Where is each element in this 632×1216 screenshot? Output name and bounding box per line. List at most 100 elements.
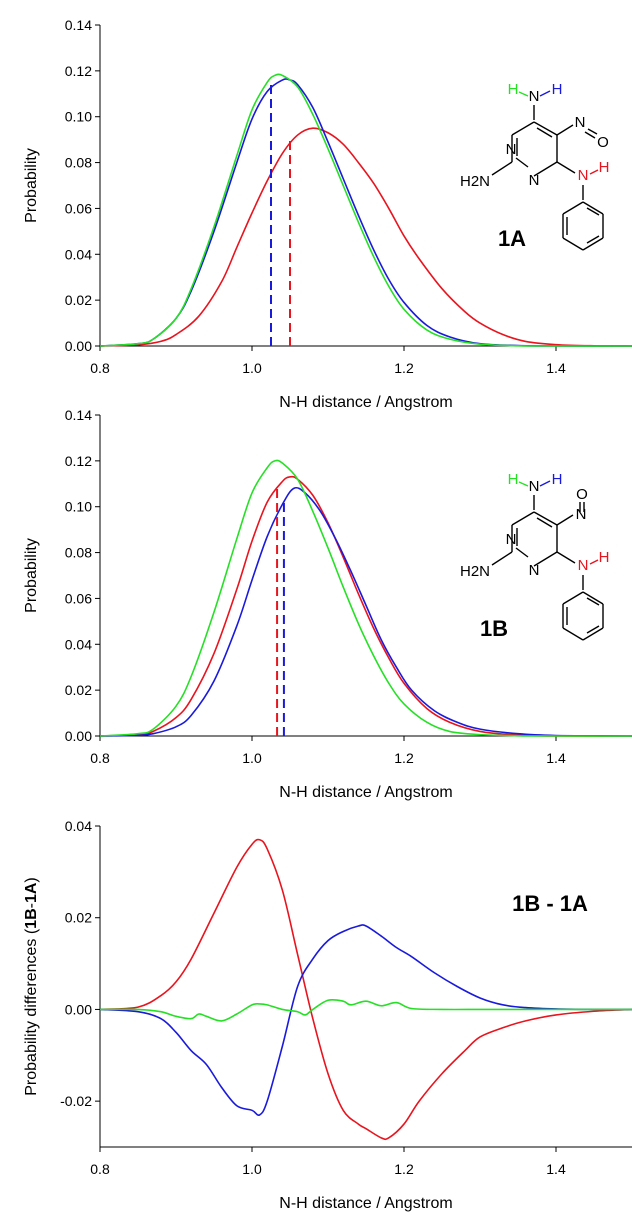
bond — [533, 511, 558, 526]
atom-N: N — [578, 557, 589, 574]
series-line-red — [100, 475, 632, 737]
bond — [582, 591, 604, 605]
y-tick-label: 0.00 — [65, 1001, 92, 1017]
bond — [556, 551, 576, 564]
y-tick-label: 0.02 — [65, 910, 92, 926]
bond — [515, 157, 529, 168]
atom-H: H — [599, 549, 610, 566]
atom-N: N — [575, 114, 586, 131]
series-line-blue — [100, 924, 632, 1116]
bond — [533, 161, 558, 177]
panel-label: 1A — [498, 226, 526, 251]
series-line-blue — [100, 78, 632, 347]
x-tick-label: 1.0 — [242, 360, 262, 376]
x-tick-label: 1.0 — [242, 1161, 262, 1177]
x-tick-label: 1.4 — [546, 750, 566, 766]
atom-N: N — [506, 531, 517, 548]
y-tick-label: 0.06 — [65, 200, 92, 216]
atom-H: H — [599, 159, 610, 176]
y-tick-label: 0.14 — [65, 17, 92, 33]
y-tick-label: 0.08 — [65, 545, 92, 561]
bond — [539, 90, 551, 97]
x-tick-label: 0.8 — [90, 360, 110, 376]
panel-1A: 0.00 0.02 0.04 0.06 0.08 0.10 0.12 0.14 0.8 1.0 1.… — [23, 17, 632, 411]
y-axis-label: Probability differences (1B-1A) — [23, 877, 40, 1095]
bond — [562, 237, 584, 251]
bond — [582, 627, 604, 641]
bond — [562, 627, 584, 641]
atom-H: H — [508, 81, 519, 98]
bond — [586, 207, 600, 216]
y-axis-label: Probability — [23, 148, 40, 223]
atom-H: H — [508, 471, 519, 488]
atom-H: H — [552, 81, 563, 98]
y-axis-label-part: Probability differences ( — [23, 928, 40, 1096]
y-tick-label: 0.10 — [65, 499, 92, 515]
atom-H: H — [552, 471, 563, 488]
series-line-green — [100, 73, 632, 347]
y-tick-label: 0.08 — [65, 155, 92, 171]
y-tick-label: 0.04 — [65, 818, 92, 834]
atom-N: N — [506, 141, 517, 158]
atom-N: N — [529, 478, 540, 495]
bond — [582, 237, 604, 251]
bond — [539, 480, 551, 487]
bond — [533, 551, 558, 567]
panel-label: 1B - 1A — [512, 891, 588, 916]
atom-N: N — [529, 172, 540, 189]
series-line-red — [100, 127, 632, 347]
x-tick-label: 0.8 — [90, 1161, 110, 1177]
y-tick-label: 0.10 — [65, 109, 92, 125]
y-tick-label: 0.06 — [65, 590, 92, 606]
atom-N: N — [578, 167, 589, 184]
bond — [556, 161, 576, 174]
bond — [511, 121, 535, 136]
bond — [556, 514, 574, 526]
atom-N: N — [576, 506, 587, 523]
atom-H2N: H2N — [460, 563, 490, 580]
panel-1B: 0.00 0.02 0.04 0.06 0.08 0.10 0.12 0.14 0.8 1.0 1.… — [23, 407, 632, 801]
series-line-green — [100, 459, 632, 737]
bond — [589, 559, 599, 565]
x-axis-label: N-H distance / Angstrom — [279, 784, 452, 801]
y-tick-label: 0.12 — [65, 63, 92, 79]
x-tick-label: 1.2 — [394, 360, 414, 376]
bond — [562, 591, 584, 605]
y-tick-label: 0.00 — [65, 338, 92, 354]
y-tick-label: 0.12 — [65, 453, 92, 469]
y-tick-label: -0.02 — [60, 1093, 92, 1109]
x-tick-label: 1.2 — [394, 750, 414, 766]
y-tick-label: 0.00 — [65, 728, 92, 744]
y-axis-label-part: 1A — [23, 882, 40, 903]
bond — [518, 481, 529, 487]
x-tick-label: 1.4 — [546, 360, 566, 376]
y-axis-label: Probability — [23, 538, 40, 613]
panel-1B-minus-1A: -0.02 0.00 0.02 0.04 0.8 1.0 1.2 1.4 N-H distanc… — [23, 818, 632, 1212]
bond — [511, 511, 535, 526]
atom-O: O — [597, 134, 609, 151]
y-axis-label-part: 1B — [23, 908, 40, 928]
y-tick-label: 0.14 — [65, 407, 92, 423]
x-tick-label: 1.0 — [242, 750, 262, 766]
bond — [515, 547, 529, 558]
bond — [562, 201, 584, 215]
bond — [518, 91, 529, 97]
x-axis-label: N-H distance / Angstrom — [279, 394, 452, 411]
y-tick-label: 0.04 — [65, 246, 92, 262]
x-tick-label: 1.4 — [546, 1161, 566, 1177]
y-axis-label-part: - — [23, 903, 40, 908]
atom-N: N — [529, 562, 540, 579]
bond — [533, 121, 558, 136]
bond — [582, 201, 604, 215]
bond — [586, 597, 600, 606]
y-tick-label: 0.02 — [65, 292, 92, 308]
y-tick-label: 0.02 — [65, 682, 92, 698]
bond — [491, 551, 513, 566]
y-axis-label-part: ) — [23, 877, 40, 882]
bond — [536, 517, 553, 528]
y-tick-label: 0.04 — [65, 636, 92, 652]
series-line-red — [100, 838, 632, 1141]
bond — [584, 131, 596, 139]
